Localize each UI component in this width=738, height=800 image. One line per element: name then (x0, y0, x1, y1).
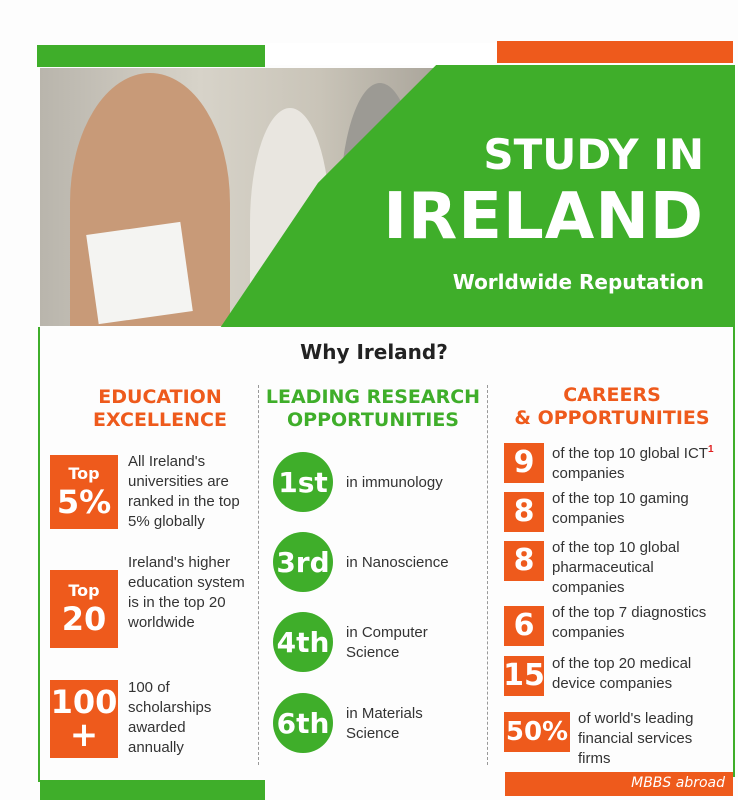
right-border (733, 327, 735, 777)
section-title: Why Ireland? (300, 340, 448, 364)
heading-line: EDUCATION (98, 386, 222, 408)
badge-top-5: Top 5% (50, 455, 118, 529)
career-number: 8 (504, 541, 544, 581)
footer-credit: MBBS abroad (631, 775, 725, 791)
divider (487, 385, 488, 765)
divider (258, 385, 259, 765)
badge-100-plus: 100 + (50, 680, 118, 758)
research-text: in immunology (346, 474, 443, 491)
badge-top-20: Top 20 (50, 570, 118, 648)
title-line1: STUDY IN (483, 130, 704, 179)
subtitle: Worldwide Reputation (452, 270, 704, 294)
title-line2: IRELAND (383, 180, 704, 254)
career-text: of world's leading financial services fi… (578, 710, 694, 767)
heading-line: EXCELLENCE (93, 409, 227, 431)
education-text: Ireland's higher education system is in … (128, 554, 245, 631)
top-orange-bar (497, 41, 733, 63)
rank-circle: 6th (273, 693, 333, 753)
education-text: All Ireland's universities are ranked in… (128, 453, 240, 530)
rank-circle: 3rd (273, 532, 333, 592)
research-text: in Materials Science (346, 705, 423, 742)
bottom-green-bar (40, 780, 265, 800)
rank-circle: 4th (273, 612, 333, 672)
badge-label: + (69, 715, 99, 755)
book (86, 221, 193, 325)
research-heading: LEADING RESEARCH OPPORTUNITIES (262, 386, 484, 432)
career-text-main: of the top 10 global ICT (552, 445, 708, 462)
footer-bar: MBBS abroad (505, 772, 733, 796)
research-text: in Computer Science (346, 624, 428, 661)
badge-value: 20 (61, 600, 107, 638)
heading-line: LEADING RESEARCH (265, 386, 481, 408)
heading-line: OPPORTUNITIES (287, 409, 459, 431)
career-number: 15 (503, 656, 545, 696)
heading-line: CAREERS (563, 384, 661, 406)
badge-label: Top (68, 581, 100, 600)
career-number: 9 (504, 443, 544, 483)
careers-heading: CAREERS & OPPORTUNITIES (492, 384, 732, 430)
career-text: of the top 20 medical device companies (552, 655, 692, 692)
badge-value: 5% (56, 483, 112, 521)
career-number: 50% (504, 712, 570, 752)
career-text: of the top 10 gaming companies (552, 490, 689, 527)
top-white-bar (265, 43, 497, 65)
career-text: of the top 10 global ICT1 companies (552, 440, 730, 484)
top-green-bar (37, 45, 265, 67)
career-number: 6 (504, 606, 544, 646)
left-border (38, 327, 40, 782)
badge-label: Top (68, 464, 100, 483)
footnote-marker: 1 (707, 444, 714, 455)
badge-value: 100 (50, 683, 118, 721)
career-text-after: companies (552, 465, 625, 482)
career-text: of the top 7 diagnostics companies (552, 604, 707, 641)
career-text: of the top 10 global pharmaceutical comp… (552, 539, 680, 596)
rank-circle: 1st (273, 452, 333, 512)
heading-line: & OPPORTUNITIES (514, 407, 710, 429)
education-text: 100 of scholarships awarded annually (128, 679, 212, 756)
education-heading: EDUCATION EXCELLENCE (60, 386, 260, 432)
research-text: in Nanoscience (346, 554, 449, 571)
career-number: 8 (504, 492, 544, 532)
